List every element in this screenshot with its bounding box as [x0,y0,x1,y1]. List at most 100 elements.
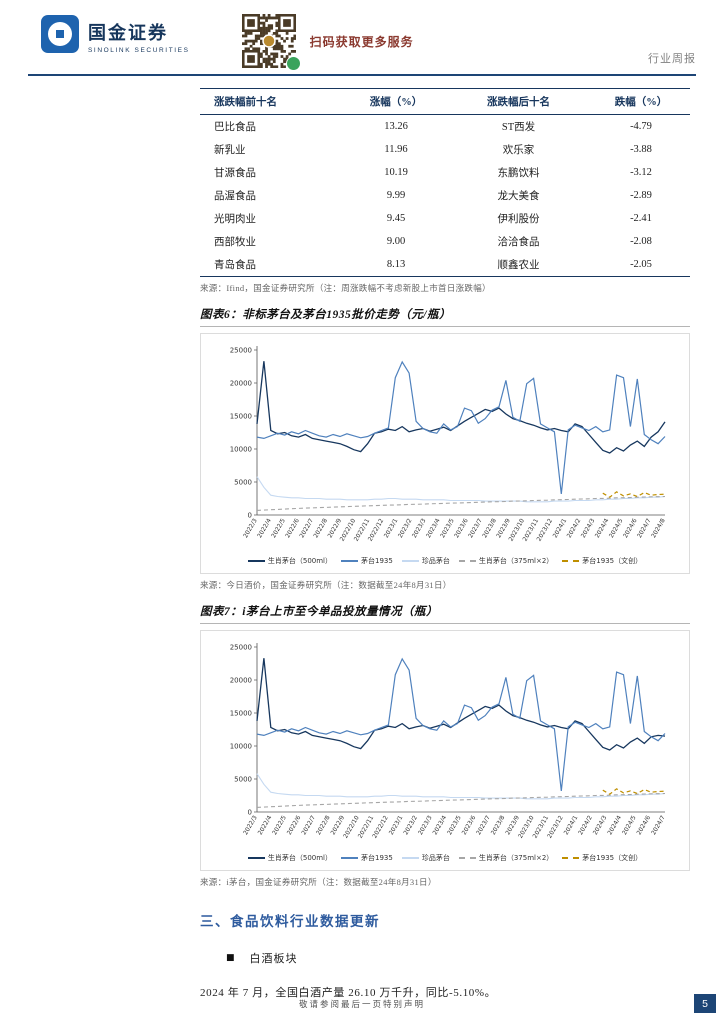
figure-6-title: 图表6：非标茅台及茅台1935批价走势（元/瓶） [200,306,690,327]
svg-text:25000: 25000 [230,643,252,651]
legend-item: 珍品茅台 [401,556,450,566]
table-cell: 品渥食品 [214,191,256,202]
legend-item: 生肖茅台（500ml） [247,556,332,566]
legend-line-icon [247,560,265,562]
table-cell: 洽洽食品 [497,237,540,248]
table-row: 品渥食品 9.99 龙大美食 -2.89 [200,184,690,207]
table-cell: 9.45 [386,213,406,224]
table-cell: 顺鑫农业 [445,253,592,277]
table-cell: 9.99 [386,190,406,201]
table-cell: 10.19 [384,167,408,178]
brand-text: 国金证券 SINOLINK SECURITIES [88,19,190,54]
svg-text:2024/7: 2024/7 [650,814,667,836]
table-header-cell: 涨跌幅后十名 [445,88,592,115]
page-number: 5 [694,994,716,1013]
header-divider [28,74,696,76]
svg-text:2024/8: 2024/8 [650,517,667,539]
body-paragraph: 2024 年 7 月，全国白酒产量 26.10 万千升，同比-5.10%。 [200,987,497,999]
table-cell: -2.41 [630,213,652,224]
table-row: 新乳业 11.96 欢乐家 -3.88 [200,138,690,161]
table-header-cell: 涨幅（%） [347,88,445,115]
table-cell: 欢乐家 [502,145,535,156]
table-cell: 13.26 [384,121,408,132]
legend-line-icon [458,857,476,859]
table-cell: 8.13 [347,253,445,277]
figure-6-legend: 生肖茅台（500ml） 茅台1935 珍品茅台 生肖茅台（375ml×2） 茅台1935… [247,554,642,570]
qr-badge-icon [285,56,301,71]
table-cell: 伊利股份 [497,214,540,225]
legend-item: 茅台1935 [341,556,393,566]
figure-6-chart: 0 5000 10000 15000 20000 25000 2022/3 2022/4 202… [200,333,690,574]
bullet-label: 白酒板块 [249,953,298,965]
table-source-note: 来源：Ifind，国金证券研究所（注：周涨跌幅不考虑新股上市首日涨跌幅） [200,283,491,293]
brand-name-en: SINOLINK SECURITIES [88,47,190,54]
legend-item: 珍品茅台 [401,853,450,863]
bullet-line: ■ 白酒板块 [226,950,690,966]
legend-line-icon [247,857,265,859]
bullet-square-icon: ■ [226,953,236,963]
legend-item: 生肖茅台（375ml×2） [458,853,553,863]
table-cell: 甘源食品 [214,168,256,179]
svg-text:0: 0 [248,808,252,816]
legend-line-icon [401,857,419,859]
qr-caption: 扫码获取更多服务 [309,34,414,49]
figure-6-plot: 0 5000 10000 15000 20000 25000 2022/3 2022/4 202… [219,340,671,554]
legend-line-icon [458,560,476,562]
table-cell: ST西发 [501,122,536,133]
legend-item: 茅台1935（文创） [562,853,642,863]
legend-item: 生肖茅台（500ml） [247,853,332,863]
legend-line-icon [562,857,580,859]
doc-type-label: 行业周报 [648,53,696,65]
table-cell: -4.79 [630,121,652,132]
figure-7-source-note: 来源：i茅台，国金证券研究所（注：数据截至24年8月31日） [200,877,437,887]
table-cell: -3.12 [630,167,652,178]
table-cell: 9.00 [386,236,406,247]
svg-text:0: 0 [248,511,252,519]
table-header-cell: 跌幅（%） [592,88,690,115]
table-cell: 巴比食品 [214,122,256,133]
legend-item: 生肖茅台（375ml×2） [458,556,553,566]
table-row: 光明肉业 9.45 伊利股份 -2.41 [200,207,690,230]
legend-line-icon [341,857,358,859]
table-cell: 东鹏饮料 [497,168,540,179]
table-cell: 龙大美食 [497,191,540,202]
qr-section: 扫码获取更多服务 [241,14,414,71]
sinolink-logo-icon [40,14,80,59]
table-row: 西部牧业 9.00 洽洽食品 -2.08 [200,230,690,253]
table-row: 甘源食品 10.19 东鹏饮料 -3.12 [200,161,690,184]
table-header-cell: 涨跌幅前十名 [200,88,347,115]
table-cell: 11.96 [384,144,408,155]
table-cell: 新乳业 [214,145,246,156]
table-cell: -3.88 [630,144,652,155]
brand-name-cn: 国金证券 [88,23,168,43]
legend-line-icon [341,560,358,562]
brand: 国金证券 SINOLINK SECURITIES [40,14,190,59]
table-row: 巴比食品 13.26 ST西发 -4.79 [200,115,690,139]
table-cell: -2.08 [630,236,652,247]
svg-text:5000: 5000 [234,478,252,486]
qr-code [241,14,301,71]
figure-6-source-note: 来源：今日酒价，国金证券研究所（注：数据截至24年8月31日） [200,580,452,590]
figure-7-legend: 生肖茅台（500ml） 茅台1935 珍品茅台 生肖茅台（375ml×2） 茅台1935… [247,851,642,867]
svg-text:25000: 25000 [230,346,252,354]
footer-disclaimer: 敬请参阅最后一页特别声明 [298,999,425,1009]
table-row: 青岛食品 8.13 顺鑫农业 -2.05 [200,253,690,277]
table-cell: 西部牧业 [214,237,256,248]
table-cell: -2.89 [630,190,652,201]
table-cell: -2.05 [592,253,690,277]
svg-text:10000: 10000 [230,445,252,453]
legend-item: 茅台1935 [341,853,393,863]
figure-7-plot: 0 5000 10000 15000 20000 25000 2022/3 2022/4 202… [219,637,671,851]
section-heading: 三、食品饮料行业数据更新 [200,914,380,929]
legend-item: 茅台1935（文创） [562,556,642,566]
figure-7-title: 图表7：i茅台上市至今单品投放量情况（瓶） [200,603,690,624]
svg-text:20000: 20000 [230,379,252,387]
svg-text:10000: 10000 [230,742,252,750]
legend-line-icon [562,560,580,562]
svg-text:5000: 5000 [234,775,252,783]
legend-line-icon [401,560,419,562]
table-header-row: 涨跌幅前十名 涨幅（%） 涨跌幅后十名 跌幅（%） [200,88,690,115]
page-header: 国金证券 SINOLINK SECURITIES 扫码获取更多服务 行业周报 [0,0,724,71]
gainers-losers-table: 涨跌幅前十名 涨幅（%） 涨跌幅后十名 跌幅（%） 巴比食品 13.26 ST西发 -4.7… [200,88,690,277]
